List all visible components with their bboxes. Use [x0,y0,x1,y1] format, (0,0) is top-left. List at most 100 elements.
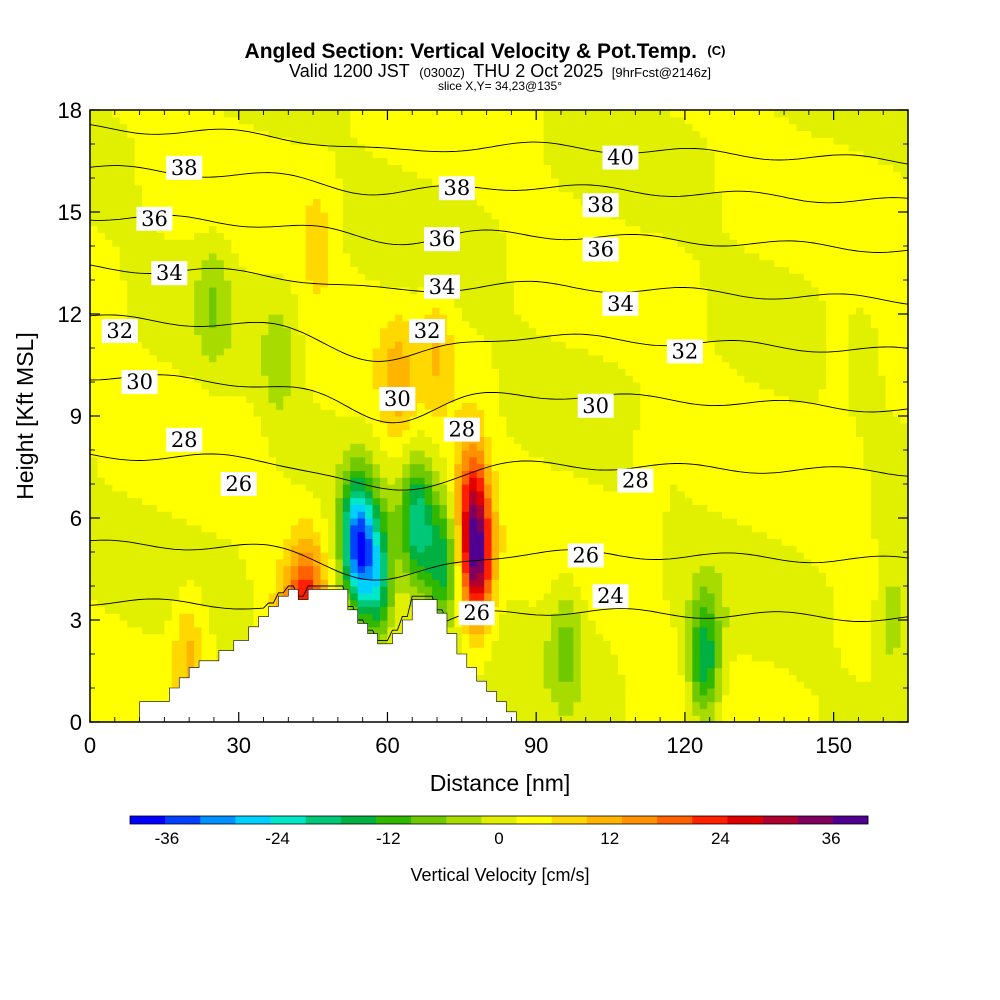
velocity-cell [424,504,433,512]
velocity-cell [394,443,403,451]
velocity-cell [127,314,136,322]
velocity-cell [253,429,262,437]
velocity-cell [372,579,381,587]
velocity-cell [417,178,426,186]
velocity-cell [417,314,426,322]
velocity-cell [156,552,165,560]
velocity-cell [476,334,485,342]
velocity-cell [365,524,374,533]
velocity-cell [484,674,493,682]
velocity-cell [327,545,336,553]
velocity-cell [283,123,292,131]
velocity-cell [394,375,403,383]
velocity-cell [491,239,500,247]
velocity-cell [327,368,336,376]
velocity-cell [261,286,270,295]
velocity-cell [365,300,374,308]
velocity-cell [327,218,336,227]
velocity-cell [313,524,322,533]
velocity-cell [156,314,165,322]
velocity-cell [491,382,500,390]
velocity-cell [216,116,225,125]
velocity-cell [469,307,478,315]
velocity-cell [186,300,195,308]
velocity-cell [454,395,463,403]
velocity-cell [380,545,389,553]
velocity-cell [484,130,493,138]
velocity-cell [186,259,195,267]
velocity-cell [357,157,366,165]
velocity-cell [484,334,493,342]
velocity-cell [469,293,478,301]
velocity-cell [268,266,277,274]
velocity-cell [90,212,99,220]
velocity-cell [365,348,374,356]
velocity-cell [97,150,106,159]
velocity-cell [112,341,121,349]
velocity-cell [394,280,403,288]
velocity-cell [469,633,478,641]
velocity-cell [290,348,299,356]
velocity-cell [216,266,225,274]
velocity-cell [164,116,173,125]
velocity-cell [194,388,203,397]
velocity-cell [484,239,493,247]
velocity-cell [142,660,151,669]
velocity-cell [268,497,277,505]
velocity-cell [208,463,218,471]
velocity-cell [439,518,448,526]
velocity-cell [246,361,255,369]
velocity-cell [179,402,188,410]
velocity-cell [484,286,493,295]
velocity-cell [208,626,218,635]
velocity-cell [380,334,389,342]
velocity-cell [484,579,493,587]
velocity-cell [171,184,180,193]
velocity-cell [327,123,336,131]
velocity-cell [90,681,99,689]
velocity-cell [201,620,210,628]
velocity-cell [119,252,128,261]
velocity-cell [454,592,463,601]
velocity-cell [134,633,143,641]
velocity-cell [231,191,240,199]
velocity-cell [394,456,403,465]
velocity-cell [357,613,366,621]
velocity-cell [409,463,418,471]
velocity-cell [179,334,188,342]
velocity-cell [424,123,433,131]
velocity-cell [298,307,307,315]
velocity-cell [127,416,136,424]
velocity-cell [231,368,240,376]
velocity-cell [268,320,277,329]
velocity-cell [357,286,366,295]
velocity-cell [313,164,322,172]
velocity-cell [387,592,396,601]
velocity-cell [417,436,426,444]
velocity-cell [461,110,470,118]
velocity-cell [424,368,433,376]
velocity-cell [380,259,389,267]
velocity-cell [409,511,418,519]
velocity-cell [350,348,359,356]
velocity-cell [335,477,344,485]
velocity-cell [179,552,188,560]
velocity-cell [283,198,292,206]
velocity-cell [320,320,329,329]
velocity-cell [201,116,210,125]
velocity-cell [171,463,180,471]
velocity-cell [238,375,247,383]
velocity-cell [394,171,403,179]
velocity-cell [238,382,247,390]
velocity-cell [231,416,240,424]
velocity-cell [461,348,470,356]
velocity-cell [134,280,143,288]
velocity-cell [112,565,121,573]
chart-title-line: Angled Section: Vertical Velocity & Pot.… [245,40,726,63]
velocity-cell [305,375,314,383]
velocity-cell [156,674,165,682]
velocity-cell [201,341,210,349]
velocity-cell [223,259,232,267]
velocity-cell [171,565,180,573]
velocity-cell [90,239,99,247]
